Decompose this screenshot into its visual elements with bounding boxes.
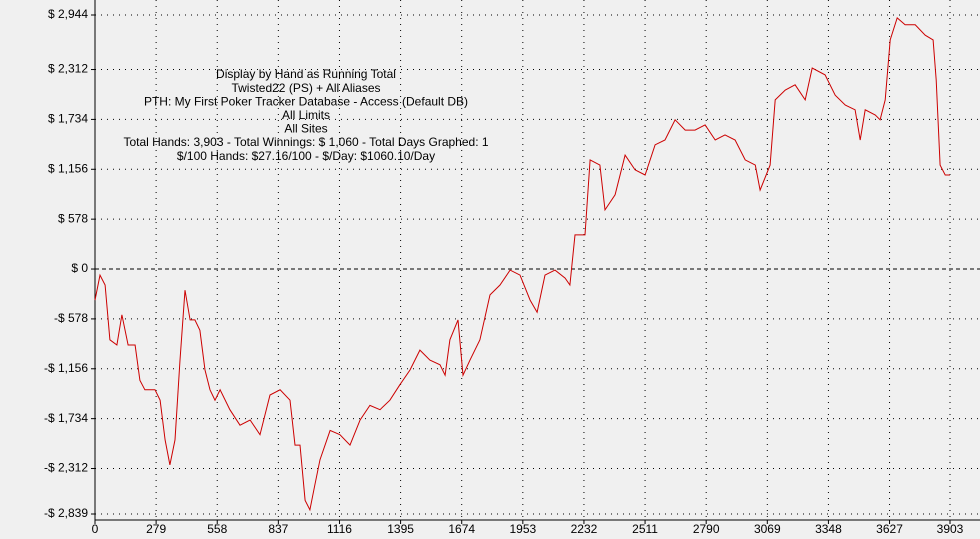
annotation: Display by Hand as Running Total xyxy=(216,67,396,81)
y-tick-label: $ 578 xyxy=(58,211,88,225)
x-tick-label: 3069 xyxy=(754,522,781,536)
x-tick-label: 1116 xyxy=(327,522,352,536)
annotation: Total Hands: 3,903 - Total Winnings: $ 1… xyxy=(123,135,488,149)
x-tick-label: 2511 xyxy=(632,522,658,536)
y-tick-label: -$ 2,839 xyxy=(44,506,88,520)
x-tick-label: 837 xyxy=(268,522,288,536)
y-tick-label: -$ 578 xyxy=(54,311,88,325)
annotation: Twisted22 (PS) + All Aliases xyxy=(231,81,380,95)
annotation: PTH: My First Poker Tracker Database - A… xyxy=(144,94,468,108)
y-tick-label: $ 1,156 xyxy=(48,161,88,175)
x-tick-label: 279 xyxy=(146,522,166,536)
y-tick-label: $ 1,734 xyxy=(48,112,88,126)
y-tick-label: -$ 1,156 xyxy=(44,361,88,375)
x-tick-label: 3627 xyxy=(876,522,903,536)
x-tick-label: 3903 xyxy=(937,522,964,536)
y-tick-label: $ 0 xyxy=(71,261,88,275)
y-tick-label: $ 2,312 xyxy=(48,62,88,76)
annotation: $/100 Hands: $27.16/100 - $/Day: $1060.1… xyxy=(177,149,435,163)
y-tick-label: -$ 2,312 xyxy=(44,461,88,475)
running-total-line xyxy=(94,17,950,512)
x-tick-label: 1395 xyxy=(387,522,414,536)
x-tick-label: 2790 xyxy=(693,522,720,536)
annotation: All Sites xyxy=(284,122,327,136)
x-tick-label: 558 xyxy=(207,522,227,536)
x-tick-label: 2232 xyxy=(571,522,598,536)
x-tick-label: 0 xyxy=(92,522,99,536)
x-tick-label: 3348 xyxy=(815,522,842,536)
x-tick-label: 1674 xyxy=(448,522,475,536)
y-tick-label: -$ 1,734 xyxy=(44,411,88,425)
y-tick-label: $ 2,944 xyxy=(48,7,88,21)
x-tick-label: 1953 xyxy=(509,522,536,536)
annotation: All Limits xyxy=(282,108,330,122)
